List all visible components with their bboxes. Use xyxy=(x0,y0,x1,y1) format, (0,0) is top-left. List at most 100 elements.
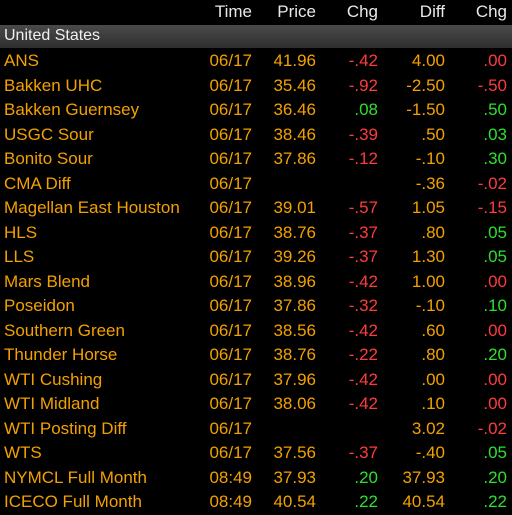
diff-change: .00 xyxy=(483,271,507,291)
diff-value: .10 xyxy=(421,394,445,413)
quote-price: 38.46 xyxy=(273,124,316,144)
table-row[interactable]: USGC Sour 06/17 38.46 -.39 .50 .03 xyxy=(0,123,512,148)
instrument-name: Bakken UHC xyxy=(4,75,103,95)
diff-change: .00 xyxy=(483,320,507,340)
quote-price: 38.06 xyxy=(273,394,316,413)
quote-price: 39.01 xyxy=(273,198,316,217)
quote-price: 38.76 xyxy=(273,345,316,364)
region-label: United States xyxy=(4,27,101,44)
quote-time: 08:49 xyxy=(209,492,252,511)
price-change: .22 xyxy=(354,492,378,511)
instrument-name: Bonito Sour xyxy=(4,149,93,168)
instrument-name: WTI Posting Diff xyxy=(4,418,127,438)
instrument-name: Thunder Horse xyxy=(4,345,118,364)
instrument-name: NYMCL Full Month xyxy=(4,467,147,487)
header-time[interactable]: Time xyxy=(214,2,252,21)
region-header[interactable]: United States xyxy=(0,25,512,48)
diff-value: 1.05 xyxy=(411,198,445,217)
table-row[interactable]: Thunder Horse 06/17 38.76 -.22 .80 .20 xyxy=(0,343,512,368)
quote-time: 06/17 xyxy=(209,149,252,168)
table-row[interactable]: WTS 06/17 37.56 -.37 -.40 .05 xyxy=(0,441,512,466)
header-price[interactable]: Price xyxy=(277,2,316,21)
table-row[interactable]: Poseidon 06/17 37.86 -.32 -.10 .10 xyxy=(0,294,512,319)
price-change: -.42 xyxy=(348,394,378,413)
table-row[interactable]: WTI Midland 06/17 38.06 -.42 .10 .00 xyxy=(0,392,512,417)
instrument-name: Magellan East Houston xyxy=(4,198,180,217)
quote-time: 06/17 xyxy=(209,222,252,242)
table-row[interactable]: Bakken UHC 06/17 35.46 -.92 -2.50 -.50 xyxy=(0,74,512,99)
quote-price: 37.56 xyxy=(273,443,316,462)
instrument-name: Mars Blend xyxy=(4,271,90,291)
diff-value: 37.93 xyxy=(402,467,445,487)
quote-price: 35.46 xyxy=(273,75,316,95)
table-row[interactable]: WTI Cushing 06/17 37.96 -.42 .00 .00 xyxy=(0,368,512,393)
quote-time: 08:49 xyxy=(209,467,252,487)
table-row[interactable]: ANS 06/17 41.96 -.42 4.00 .00 xyxy=(0,49,512,74)
quote-time: 06/17 xyxy=(209,418,252,438)
diff-value: .00 xyxy=(421,369,445,389)
quote-price: 36.46 xyxy=(273,100,316,119)
table-row[interactable]: Bonito Sour 06/17 37.86 -.12 -.10 .30 xyxy=(0,147,512,172)
diff-value: .80 xyxy=(421,222,445,242)
table-row[interactable]: Mars Blend 06/17 38.96 -.42 1.00 .00 xyxy=(0,270,512,295)
table-row[interactable]: Magellan East Houston 06/17 39.01 -.57 1.05 -… xyxy=(0,196,512,221)
price-change: .08 xyxy=(354,100,378,119)
diff-change: .10 xyxy=(483,296,507,315)
price-change: -.42 xyxy=(348,320,378,340)
diff-value: .60 xyxy=(421,320,445,340)
quote-price: 41.96 xyxy=(273,51,316,70)
table-row[interactable]: Southern Green 06/17 38.56 -.42 .60 .00 xyxy=(0,319,512,344)
quote-price: 38.76 xyxy=(273,222,316,242)
price-change: -.37 xyxy=(348,247,378,266)
diff-change: .03 xyxy=(483,124,507,144)
header-chg[interactable]: Chg xyxy=(346,2,378,21)
table-row[interactable]: WTI Posting Diff 06/17 3.02 -.02 xyxy=(0,417,512,442)
instrument-name: WTS xyxy=(4,443,42,462)
table-row[interactable]: NYMCL Full Month 08:49 37.93 .20 37.93 .20 xyxy=(0,466,512,491)
diff-change: .00 xyxy=(483,394,507,413)
diff-change: .00 xyxy=(483,369,507,389)
quote-price: 38.56 xyxy=(273,320,316,340)
diff-change: .00 xyxy=(483,51,507,70)
price-change: -.37 xyxy=(348,222,378,242)
table-row[interactable]: HLS 06/17 38.76 -.37 .80 .05 xyxy=(0,221,512,246)
diff-change: -.02 xyxy=(477,173,507,193)
instrument-name: WTI Midland xyxy=(4,394,100,413)
diff-change: .22 xyxy=(483,492,507,511)
diff-change: .05 xyxy=(483,222,507,242)
table-row[interactable]: LLS 06/17 39.26 -.37 1.30 .05 xyxy=(0,245,512,270)
quote-price: 37.96 xyxy=(273,369,316,389)
price-change: -.39 xyxy=(348,124,378,144)
diff-value: -.36 xyxy=(415,173,445,193)
diff-value: -.10 xyxy=(415,296,445,315)
instrument-name: LLS xyxy=(4,247,35,266)
header-diff[interactable]: Diff xyxy=(419,2,445,21)
column-header-row: Time Price Chg Diff Chg xyxy=(0,0,512,25)
diff-value: .80 xyxy=(421,345,445,364)
quote-time: 06/17 xyxy=(209,75,252,95)
diff-change: .05 xyxy=(483,443,507,462)
table-row[interactable]: ICECO Full Month 08:49 40.54 .22 40.54 .22 xyxy=(0,490,512,515)
instrument-name: Poseidon xyxy=(4,296,75,315)
diff-value: 1.00 xyxy=(411,271,445,291)
quote-time: 06/17 xyxy=(209,247,252,266)
header-diff-chg[interactable]: Chg xyxy=(475,2,507,21)
quote-time: 06/17 xyxy=(209,394,252,413)
quote-price: 40.54 xyxy=(273,492,316,511)
price-change: -.57 xyxy=(348,198,378,217)
instrument-name: ICECO Full Month xyxy=(4,492,142,511)
diff-value: .50 xyxy=(421,124,445,144)
diff-change: .30 xyxy=(483,149,507,168)
diff-value: -1.50 xyxy=(406,100,445,119)
quote-time: 06/17 xyxy=(209,198,252,217)
table-row[interactable]: Bakken Guernsey 06/17 36.46 .08 -1.50 .50 xyxy=(0,98,512,123)
diff-value: -.10 xyxy=(415,149,445,168)
quote-time: 06/17 xyxy=(209,369,252,389)
quote-time: 06/17 xyxy=(209,173,252,193)
price-change: -.22 xyxy=(348,345,378,364)
diff-value: 3.02 xyxy=(411,418,445,438)
instrument-name: USGC Sour xyxy=(4,124,94,144)
price-change: -.37 xyxy=(348,443,378,462)
quote-time: 06/17 xyxy=(209,51,252,70)
table-row[interactable]: CMA Diff 06/17 -.36 -.02 xyxy=(0,172,512,197)
